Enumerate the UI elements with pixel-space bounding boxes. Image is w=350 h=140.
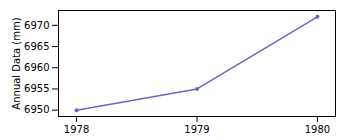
svg-text:1978: 1978	[64, 124, 89, 135]
svg-text:6960: 6960	[24, 62, 49, 73]
svg-text:1980: 1980	[305, 124, 330, 135]
svg-text:1979: 1979	[184, 124, 209, 135]
svg-text:6970: 6970	[24, 20, 49, 31]
svg-text:Annual Data (mm): Annual Data (mm)	[11, 17, 22, 109]
svg-text:6965: 6965	[24, 41, 49, 52]
svg-text:6955: 6955	[24, 83, 49, 94]
svg-text:6950: 6950	[24, 104, 49, 115]
